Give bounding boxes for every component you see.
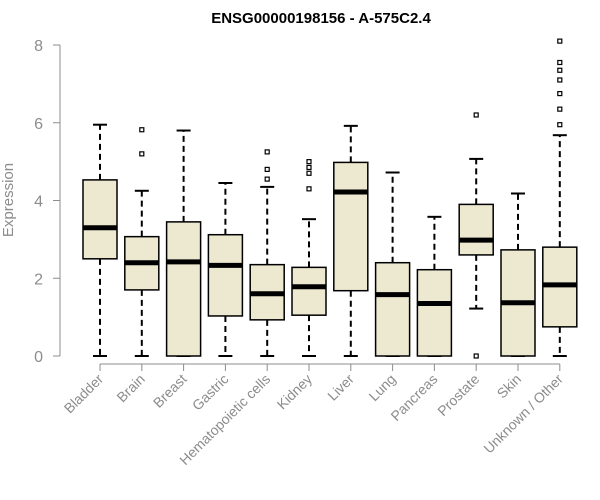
outlier-point xyxy=(557,67,563,73)
box-brain xyxy=(124,127,160,357)
outlier-point xyxy=(557,90,563,97)
outlier-point xyxy=(264,149,270,155)
outlier-point xyxy=(557,106,563,112)
box-kidney xyxy=(291,159,327,357)
box-iqr xyxy=(82,179,118,260)
x-tick-label: Kidney xyxy=(274,371,316,413)
x-tick-label: Lung xyxy=(365,371,398,404)
box-iqr xyxy=(458,203,494,256)
x-tick-label: Breast xyxy=(150,371,190,411)
x-tick-label: Skin xyxy=(494,371,525,402)
box-gastric xyxy=(207,182,244,357)
outlier-point xyxy=(139,127,145,133)
box-iqr xyxy=(416,268,453,357)
box-pancreas xyxy=(416,215,453,357)
y-tick-label: 4 xyxy=(34,194,43,211)
x-tick-label: Liver xyxy=(324,371,357,404)
y-axis-label: Expression xyxy=(0,163,17,237)
box-series xyxy=(82,38,578,359)
outlier-point xyxy=(264,166,270,172)
box-iqr xyxy=(374,261,411,357)
box-bladder xyxy=(82,123,118,357)
y-tick-label: 6 xyxy=(34,116,43,133)
x-tick-label: Bladder xyxy=(61,371,107,417)
outlier-point xyxy=(306,186,312,192)
y-tick-label: 0 xyxy=(34,349,43,366)
outlier-point xyxy=(306,164,312,171)
box-hematopoietic-cells xyxy=(249,149,285,357)
x-tick-label: Prostate xyxy=(434,371,482,419)
box-iqr xyxy=(291,266,327,316)
outlier-point xyxy=(473,112,479,118)
outlier-point xyxy=(557,122,563,128)
box-breast xyxy=(165,129,202,357)
outlier-point xyxy=(306,170,312,176)
box-prostate xyxy=(458,112,494,359)
outlier-point xyxy=(306,159,312,165)
box-lung xyxy=(374,171,411,357)
y-tick-label: 8 xyxy=(34,38,43,55)
box-iqr xyxy=(165,221,202,357)
outlier-point xyxy=(264,176,270,182)
chart-title: ENSG00000198156 - A-575C2.4 xyxy=(211,10,431,27)
box-liver xyxy=(333,124,369,357)
outlier-point xyxy=(557,77,563,83)
box-iqr xyxy=(333,161,369,292)
x-tick-label: Brain xyxy=(113,371,147,405)
y-tick-label: 2 xyxy=(34,271,43,288)
box-iqr xyxy=(207,233,244,317)
outlier-point xyxy=(557,38,563,44)
x-tick-label: Unknown / Other xyxy=(480,371,566,457)
outlier-point xyxy=(473,353,479,359)
outlier-point xyxy=(557,59,563,66)
box-unknown-other xyxy=(542,38,578,357)
box-skin xyxy=(500,192,536,357)
outlier-point xyxy=(139,151,145,157)
